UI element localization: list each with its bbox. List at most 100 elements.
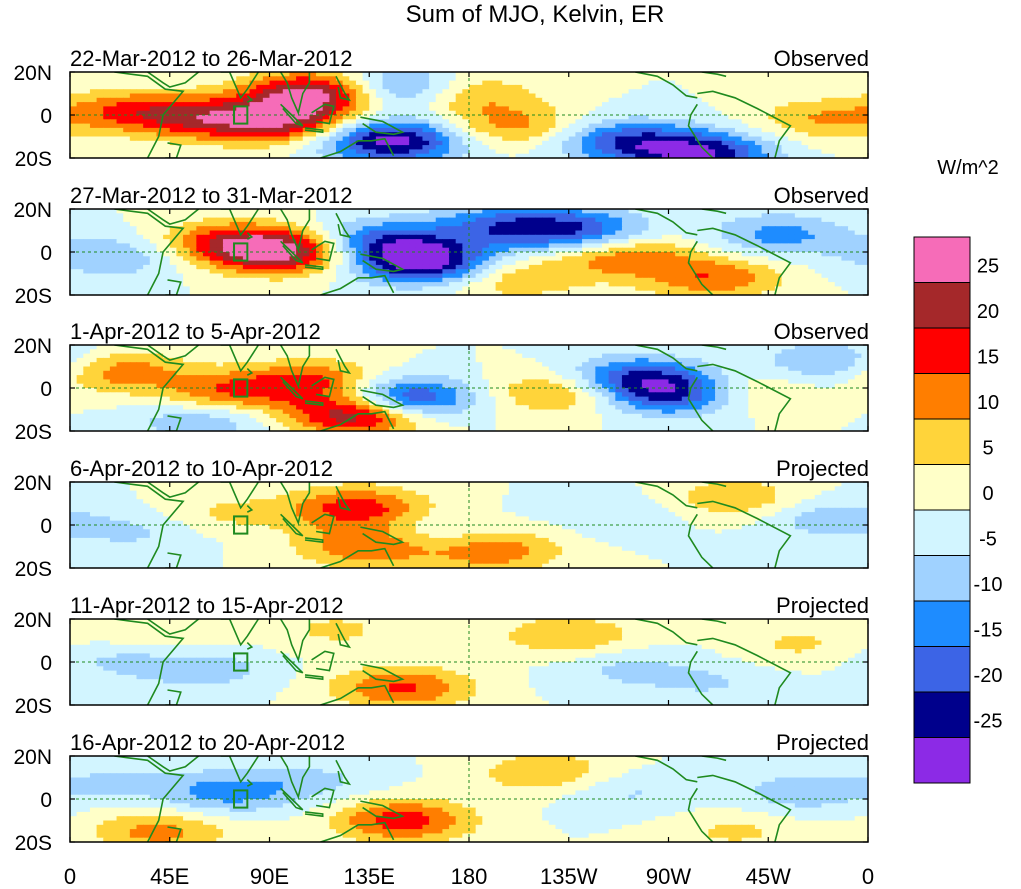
field-cell	[661, 97, 670, 103]
field-cell	[369, 149, 377, 155]
field-cell	[555, 286, 563, 292]
field-cell	[70, 119, 78, 125]
field-cell	[808, 226, 816, 232]
field-cell	[508, 153, 517, 158]
field-cell	[661, 110, 670, 116]
field-cell	[708, 102, 716, 107]
field-cell	[369, 213, 377, 219]
field-cell	[515, 243, 523, 249]
field-cell	[96, 234, 104, 240]
field-cell	[648, 243, 656, 249]
field-cell	[70, 221, 78, 227]
field-cell	[455, 290, 463, 295]
field-cell	[502, 239, 510, 244]
field-cell	[828, 127, 836, 133]
field-cell	[462, 140, 470, 146]
field-cell	[774, 110, 783, 116]
field-cell	[715, 123, 723, 129]
field-cell	[369, 93, 377, 99]
field-cell	[203, 93, 211, 99]
field-cell	[715, 264, 723, 270]
field-cell	[794, 273, 803, 279]
field-cell	[508, 239, 517, 244]
field-cell	[788, 256, 796, 262]
field-cell	[701, 269, 709, 275]
field-cell	[362, 286, 370, 292]
field-cell	[143, 89, 151, 95]
field-cell	[754, 149, 763, 155]
field-cell	[302, 345, 310, 350]
field-cell	[176, 247, 184, 253]
field-cell	[342, 290, 350, 295]
field-cell	[841, 213, 849, 219]
field-cell	[455, 123, 463, 129]
field-cell	[402, 243, 410, 249]
field-cell	[429, 145, 437, 150]
field-cell	[96, 243, 104, 249]
field-cell	[535, 209, 543, 214]
field-cell	[83, 106, 91, 112]
field-cell	[242, 76, 251, 82]
field-cell	[794, 80, 803, 86]
field-cell	[249, 140, 257, 146]
field-cell	[316, 136, 324, 142]
field-cell	[189, 132, 197, 138]
field-cell	[236, 264, 244, 270]
field-cell	[256, 260, 264, 266]
field-cell	[355, 97, 364, 103]
field-cell	[163, 252, 171, 257]
field-cell	[455, 76, 463, 82]
field-cell	[222, 282, 231, 287]
field-cell	[409, 243, 417, 249]
field-cell	[76, 153, 84, 158]
field-cell	[488, 72, 497, 77]
field-cell	[83, 286, 91, 292]
field-cell	[608, 273, 616, 279]
field-cell	[282, 127, 291, 133]
field-cell	[309, 136, 317, 142]
field-cell	[322, 97, 330, 103]
field-cell	[648, 252, 656, 257]
coastline	[687, 240, 714, 295]
field-cell	[715, 260, 723, 266]
field-cell	[116, 264, 124, 270]
field-cell	[389, 282, 397, 287]
field-cell	[621, 115, 630, 120]
field-cell	[834, 93, 842, 99]
field-cell	[508, 252, 517, 257]
field-cell	[715, 282, 723, 287]
field-cell	[196, 123, 204, 129]
field-cell	[508, 226, 517, 232]
field-cell	[495, 127, 503, 133]
field-cell	[123, 136, 131, 142]
field-cell	[362, 273, 370, 279]
field-cell	[289, 256, 297, 262]
field-cell	[715, 115, 723, 120]
field-cell	[415, 119, 424, 125]
field-cell	[515, 209, 523, 214]
field-cell	[123, 84, 131, 90]
field-cell	[96, 102, 104, 107]
field-cell	[854, 72, 862, 77]
field-cell	[608, 102, 616, 107]
field-cell	[575, 269, 583, 275]
field-cell	[123, 119, 131, 125]
field-cell	[435, 97, 443, 103]
field-cell	[648, 213, 656, 219]
field-cell	[229, 80, 237, 86]
field-cell	[149, 269, 158, 275]
field-cell	[196, 110, 204, 116]
field-cell	[156, 89, 164, 95]
field-cell	[761, 221, 769, 227]
field-cell	[528, 132, 537, 138]
field-cell	[143, 140, 151, 146]
field-cell	[409, 80, 417, 86]
field-cell	[701, 256, 709, 262]
field-cell	[768, 256, 776, 262]
field-cell	[502, 226, 510, 232]
field-cell	[429, 76, 437, 82]
field-cell	[296, 115, 304, 120]
field-cell	[801, 97, 809, 103]
field-cell	[522, 89, 530, 95]
field-cell	[701, 140, 709, 146]
